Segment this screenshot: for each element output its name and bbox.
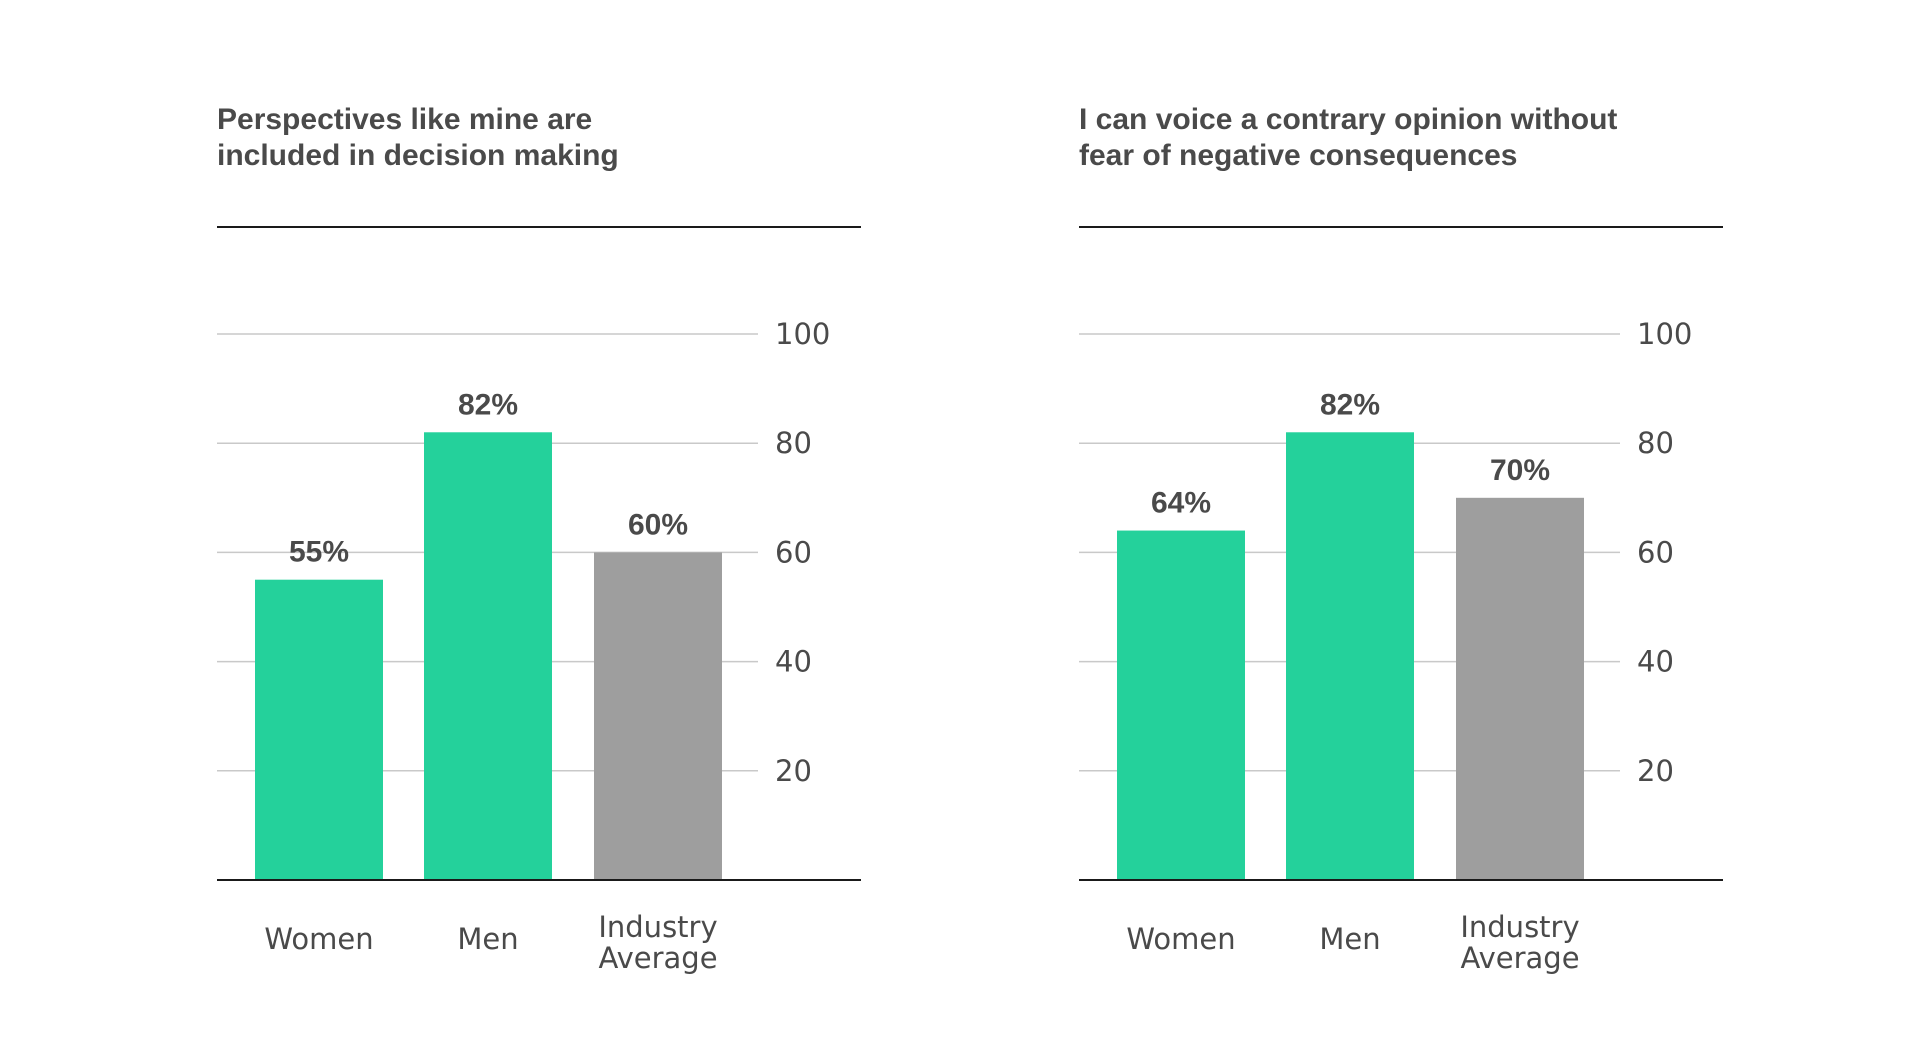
bar-1 xyxy=(255,579,383,880)
value-label: 64% xyxy=(1151,487,1211,520)
chart-title-line: I can voice a contrary opinion without xyxy=(1079,103,1617,136)
y-tick-label: 20 xyxy=(1637,754,1674,788)
y-tick-label: 60 xyxy=(1637,535,1674,569)
chart-title: Perspectives like mine are included in de… xyxy=(217,103,619,172)
value-label: 60% xyxy=(628,508,688,541)
y-tick-label: 60 xyxy=(775,535,812,569)
y-tick-label: 40 xyxy=(775,645,812,679)
category-label: Women xyxy=(1126,922,1235,956)
chart-title-line: included in decision making xyxy=(217,139,619,172)
value-label: 70% xyxy=(1490,454,1550,487)
chart-title-line: Perspectives like mine are xyxy=(217,103,592,136)
y-tick-label: 80 xyxy=(1637,426,1674,460)
bar-1 xyxy=(1117,530,1245,880)
category-label: Industry Average xyxy=(1460,910,1579,975)
category-label: Industry Average xyxy=(598,910,717,975)
bar-3 xyxy=(1456,497,1584,880)
chart-title-line: fear of negative consequences xyxy=(1079,139,1518,172)
category-label-line: Average xyxy=(1460,941,1579,975)
bar-2 xyxy=(1286,432,1414,880)
bar-3 xyxy=(594,552,722,880)
category-label: Men xyxy=(1319,922,1380,956)
y-tick-label: 100 xyxy=(775,317,830,351)
value-label: 82% xyxy=(1320,388,1380,421)
category-label-line: Men xyxy=(1319,922,1380,956)
category-label-line: Industry xyxy=(1460,910,1579,944)
category-label: Men xyxy=(457,922,518,956)
y-tick-label: 80 xyxy=(775,426,812,460)
value-label: 82% xyxy=(458,388,518,421)
category-label-line: Industry xyxy=(598,910,717,944)
chart-panel-2: I can voice a contrary opinion without fe… xyxy=(1079,103,1723,975)
y-tick-label: 20 xyxy=(775,754,812,788)
category-label: Women xyxy=(264,922,373,956)
category-label-line: Men xyxy=(457,922,518,956)
bar-2 xyxy=(424,432,552,880)
chart-panel-1: Perspectives like mine are included in de… xyxy=(217,103,861,975)
y-tick-label: 100 xyxy=(1637,317,1692,351)
category-label-line: Women xyxy=(1126,922,1235,956)
category-label-line: Women xyxy=(264,922,373,956)
category-label-line: Average xyxy=(598,941,717,975)
value-label: 55% xyxy=(289,536,349,569)
y-tick-label: 40 xyxy=(1637,645,1674,679)
chart-title: I can voice a contrary opinion without fe… xyxy=(1079,103,1617,172)
